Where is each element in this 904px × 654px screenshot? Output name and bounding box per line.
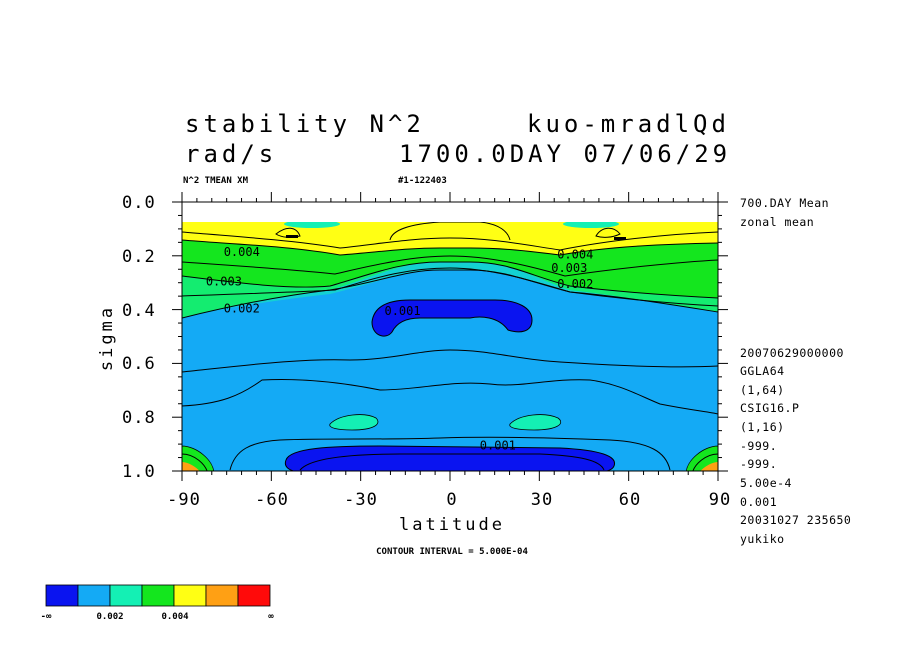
colorbar-label: 0.004 bbox=[161, 612, 189, 622]
y-tick-labels: 0.0 0.2 0.4 0.6 0.8 1.0 bbox=[122, 193, 156, 482]
chart-subtitle-right: #1-122403 bbox=[398, 176, 447, 186]
y-tick-label: 0.8 bbox=[122, 408, 156, 428]
side-info-line: GGLA64 bbox=[740, 364, 785, 378]
field-blob-upper-low bbox=[371, 299, 533, 337]
y-tick-label: 0.6 bbox=[122, 354, 156, 374]
colorbar bbox=[45, 584, 271, 607]
chart-title-experiment: kuo-mradlQd bbox=[527, 110, 730, 138]
contour-interval-label: CONTOUR INTERVAL = 5.000E-04 bbox=[376, 547, 528, 557]
contour-lines bbox=[182, 222, 718, 471]
y-axis-label: sigma bbox=[97, 305, 117, 371]
colorbar-swatch bbox=[109, 584, 143, 607]
field-band-0.003 bbox=[182, 262, 718, 318]
contour-top-left-dip bbox=[275, 227, 301, 238]
colorbar-label-max: ∞ bbox=[268, 612, 274, 622]
contour-0.0015-a bbox=[182, 349, 718, 373]
x-tick-label: -30 bbox=[344, 490, 378, 510]
colorbar-swatch bbox=[45, 584, 79, 607]
colorbar-swatch bbox=[205, 584, 239, 607]
side-info-line: -999. bbox=[740, 457, 777, 471]
x-tick-labels: -90 -60 -30 0 30 60 90 bbox=[167, 490, 731, 510]
contour-label: 0.002 bbox=[557, 277, 593, 291]
colorbar-label: 0.002 bbox=[96, 612, 123, 622]
colorbar-swatch bbox=[77, 584, 111, 607]
x-tick-label: 60 bbox=[619, 490, 641, 510]
side-info-line: -999. bbox=[740, 439, 777, 453]
side-info-list: 20070629000000 GGLA64 (1,64) CSIG16.P (1… bbox=[740, 346, 851, 546]
field-polar-left-inner bbox=[182, 462, 200, 471]
contour-label: 0.003 bbox=[206, 274, 242, 288]
contour-label: 0.001 bbox=[480, 438, 516, 452]
side-info-line: 20070629000000 bbox=[740, 346, 844, 360]
field-polar-right-inner bbox=[700, 462, 718, 471]
shaded-field bbox=[182, 222, 718, 471]
chart-subtitle-left: N^2 TMEAN XM bbox=[183, 176, 249, 186]
contour-0.003 bbox=[182, 261, 718, 299]
contour-0.0035 bbox=[182, 255, 718, 277]
x-axis-label: latitude bbox=[399, 515, 505, 535]
field-blob-bottom-low bbox=[284, 445, 616, 471]
colorbar-label-min: -∞ bbox=[41, 612, 52, 622]
contour-dash-left bbox=[286, 235, 298, 238]
contour-label: 0.004 bbox=[557, 247, 593, 261]
side-info-line: 20031027 235650 bbox=[740, 513, 851, 527]
y-tick-label: 0.4 bbox=[122, 301, 156, 321]
colorbar-labels: -∞ 0.002 0.004 ∞ bbox=[41, 612, 275, 622]
x-tick-label: -90 bbox=[167, 490, 201, 510]
contour-top-center bbox=[389, 222, 511, 241]
contour-0.0015-c bbox=[229, 436, 671, 471]
x-tick-label: -60 bbox=[255, 490, 289, 510]
side-info-line: 5.00e-4 bbox=[740, 476, 792, 490]
contour-label: 0.001 bbox=[384, 304, 420, 318]
colorbar-swatch bbox=[141, 584, 175, 607]
contour-0.002 bbox=[182, 269, 718, 319]
side-info-line: CSIG16.P bbox=[740, 401, 799, 415]
field-spot-top-left bbox=[284, 222, 340, 228]
field-spot-top-right bbox=[563, 222, 619, 228]
field-spot-mid-right bbox=[509, 414, 562, 431]
contour-polar-left bbox=[182, 453, 208, 471]
chart-title-variable: stability N^2 bbox=[185, 110, 425, 138]
contour-polar-right bbox=[692, 453, 718, 471]
contour-label: 0.003 bbox=[551, 261, 587, 275]
y-tick-label: 1.0 bbox=[122, 462, 156, 482]
colorbar-swatch bbox=[173, 584, 207, 607]
side-info-line: 0.001 bbox=[740, 495, 777, 509]
contour-top-right-dip bbox=[595, 227, 621, 238]
contour-0.0012 bbox=[299, 453, 605, 471]
chart-date: 1700.0DAY 07/06/29 bbox=[399, 140, 731, 168]
contour-0.004 bbox=[182, 239, 718, 256]
contour-dash-right bbox=[614, 237, 626, 240]
axis-ticks bbox=[172, 192, 728, 481]
chart-units: rad/s bbox=[185, 140, 277, 168]
x-tick-label: 0 bbox=[446, 490, 457, 510]
contour-label: 0.002 bbox=[224, 301, 260, 315]
side-info-line: (1,16) bbox=[740, 420, 785, 434]
contour-label: 0.004 bbox=[224, 245, 260, 259]
side-info-line: yukiko bbox=[740, 532, 785, 546]
x-tick-label: 90 bbox=[709, 490, 731, 510]
side-info-mean: 700.DAY Mean bbox=[740, 196, 829, 210]
contour-0.0015-b bbox=[182, 378, 718, 415]
colorbar-swatch bbox=[237, 584, 271, 607]
y-tick-label: 0.0 bbox=[122, 193, 156, 213]
x-tick-label: 30 bbox=[531, 490, 553, 510]
contour-0.0045 bbox=[182, 231, 718, 251]
side-info-zonal: zonal mean bbox=[740, 215, 814, 229]
side-info-line: (1,64) bbox=[740, 383, 785, 397]
y-tick-label: 0.2 bbox=[122, 247, 156, 267]
field-spot-mid-left bbox=[329, 414, 379, 431]
